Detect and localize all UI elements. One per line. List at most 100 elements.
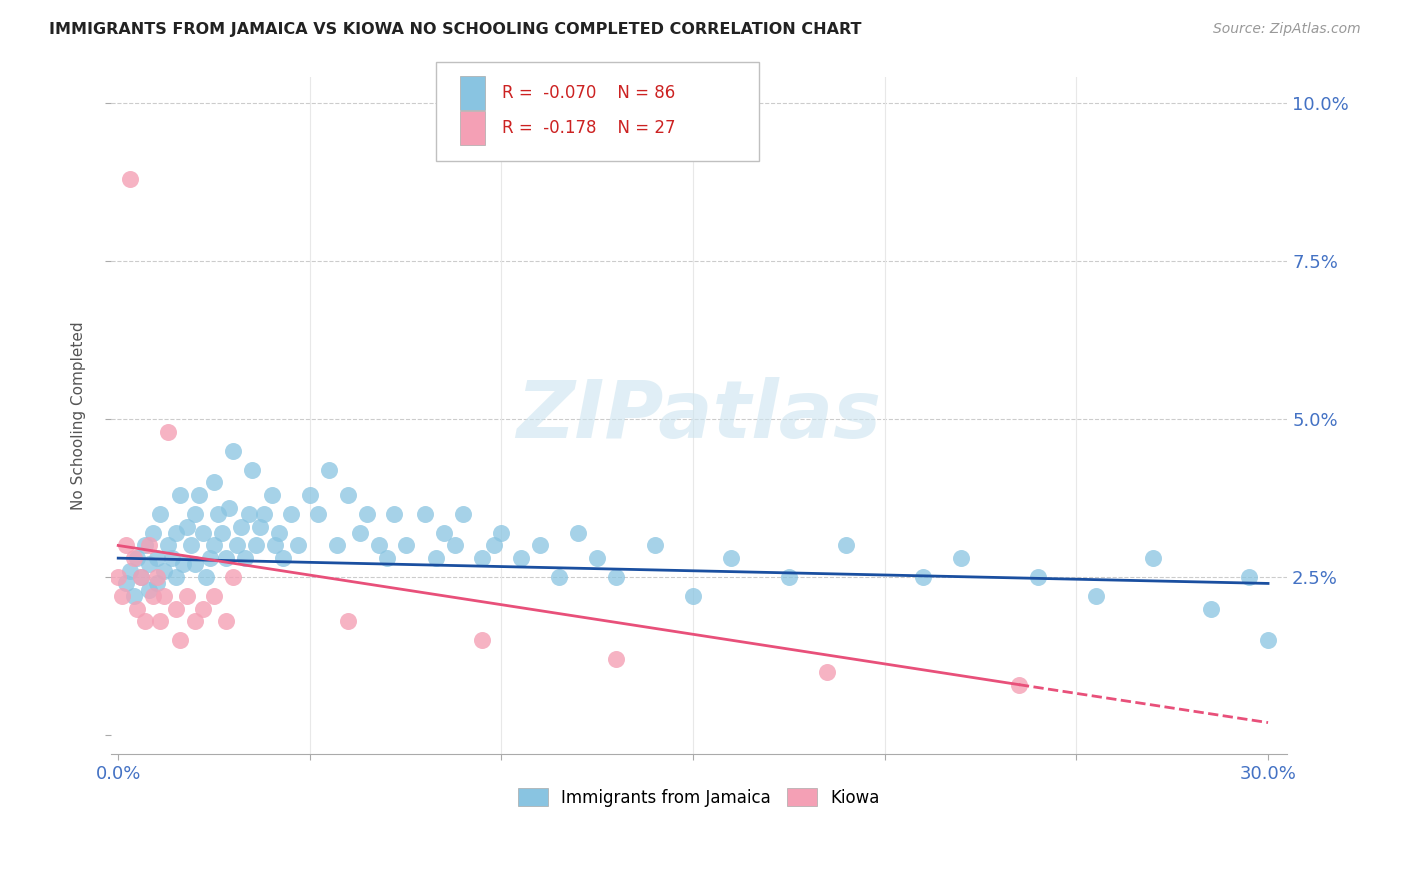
Point (184, 558, 207, 572)
Point (233, 551, 256, 566)
Point (138, 582, 160, 597)
Point (238, 507, 260, 521)
Point (222, 443, 245, 458)
Point (191, 525, 214, 540)
Point (337, 615, 360, 629)
Point (153, 564, 176, 578)
Point (160, 551, 183, 566)
Point (605, 570, 627, 584)
Y-axis label: No Schooling Completed: No Schooling Completed (72, 321, 86, 510)
Point (145, 551, 167, 566)
Point (218, 500, 240, 515)
Point (202, 475, 225, 490)
Point (138, 539, 160, 553)
Point (367, 539, 389, 553)
Point (122, 551, 145, 566)
Point (337, 488, 360, 502)
Point (202, 539, 225, 553)
Point (287, 539, 309, 553)
Point (184, 507, 207, 521)
Point (682, 589, 704, 603)
Point (226, 539, 249, 553)
Point (1084, 589, 1107, 603)
Point (134, 615, 156, 629)
Point (169, 633, 191, 648)
Point (382, 507, 405, 521)
Point (172, 558, 194, 572)
Legend: Immigrants from Jamaica, Kiowa: Immigrants from Jamaica, Kiowa (510, 781, 887, 814)
Point (1257, 633, 1279, 648)
Point (395, 539, 418, 553)
Point (778, 570, 800, 584)
Point (214, 615, 236, 629)
Point (471, 551, 494, 566)
Point (835, 539, 858, 553)
Point (165, 601, 187, 615)
Point (529, 539, 551, 553)
Point (912, 570, 935, 584)
Point (375, 551, 398, 566)
Point (127, 551, 149, 566)
Text: IMMIGRANTS FROM JAMAICA VS KIOWA NO SCHOOLING COMPLETED CORRELATION CHART: IMMIGRANTS FROM JAMAICA VS KIOWA NO SCHO… (49, 22, 862, 37)
Point (249, 519, 271, 533)
Point (269, 525, 291, 540)
Point (165, 525, 187, 540)
Point (240, 462, 263, 476)
Point (191, 601, 214, 615)
Point (253, 507, 276, 521)
Point (157, 539, 180, 553)
Point (548, 570, 571, 584)
Point (134, 539, 156, 553)
Point (567, 525, 589, 540)
Point (149, 507, 172, 521)
Point (245, 539, 267, 553)
Point (1199, 601, 1222, 615)
Point (145, 576, 167, 591)
Point (491, 525, 513, 540)
Point (482, 539, 505, 553)
Point (1026, 570, 1049, 584)
Point (169, 488, 191, 502)
Point (1237, 570, 1260, 584)
Point (127, 601, 149, 615)
Point (222, 570, 245, 584)
Point (211, 525, 233, 540)
Point (195, 570, 218, 584)
Point (318, 462, 340, 476)
Point (451, 507, 474, 521)
Point (325, 539, 347, 553)
Point (118, 171, 141, 186)
Point (129, 570, 152, 584)
Text: R =  -0.178    N = 27: R = -0.178 N = 27 (502, 120, 675, 137)
Point (115, 576, 138, 591)
Point (118, 564, 141, 578)
Point (271, 551, 294, 566)
Point (413, 507, 436, 521)
Point (444, 539, 467, 553)
Point (1008, 678, 1031, 692)
Text: ZIPatlas: ZIPatlas (516, 376, 882, 455)
Point (142, 589, 165, 603)
Point (950, 551, 973, 566)
Point (214, 551, 236, 566)
Point (184, 615, 207, 629)
Point (107, 570, 129, 584)
Point (720, 551, 742, 566)
Point (1142, 551, 1164, 566)
Point (176, 519, 198, 533)
Point (586, 551, 609, 566)
Point (202, 589, 225, 603)
Point (260, 488, 283, 502)
Point (207, 507, 229, 521)
Point (115, 539, 138, 553)
Point (280, 507, 302, 521)
Point (298, 488, 321, 502)
Point (149, 615, 172, 629)
Point (229, 519, 252, 533)
Point (815, 665, 838, 679)
Point (165, 570, 187, 584)
Point (111, 589, 134, 603)
Point (157, 425, 180, 439)
Point (425, 551, 447, 566)
Point (153, 589, 176, 603)
